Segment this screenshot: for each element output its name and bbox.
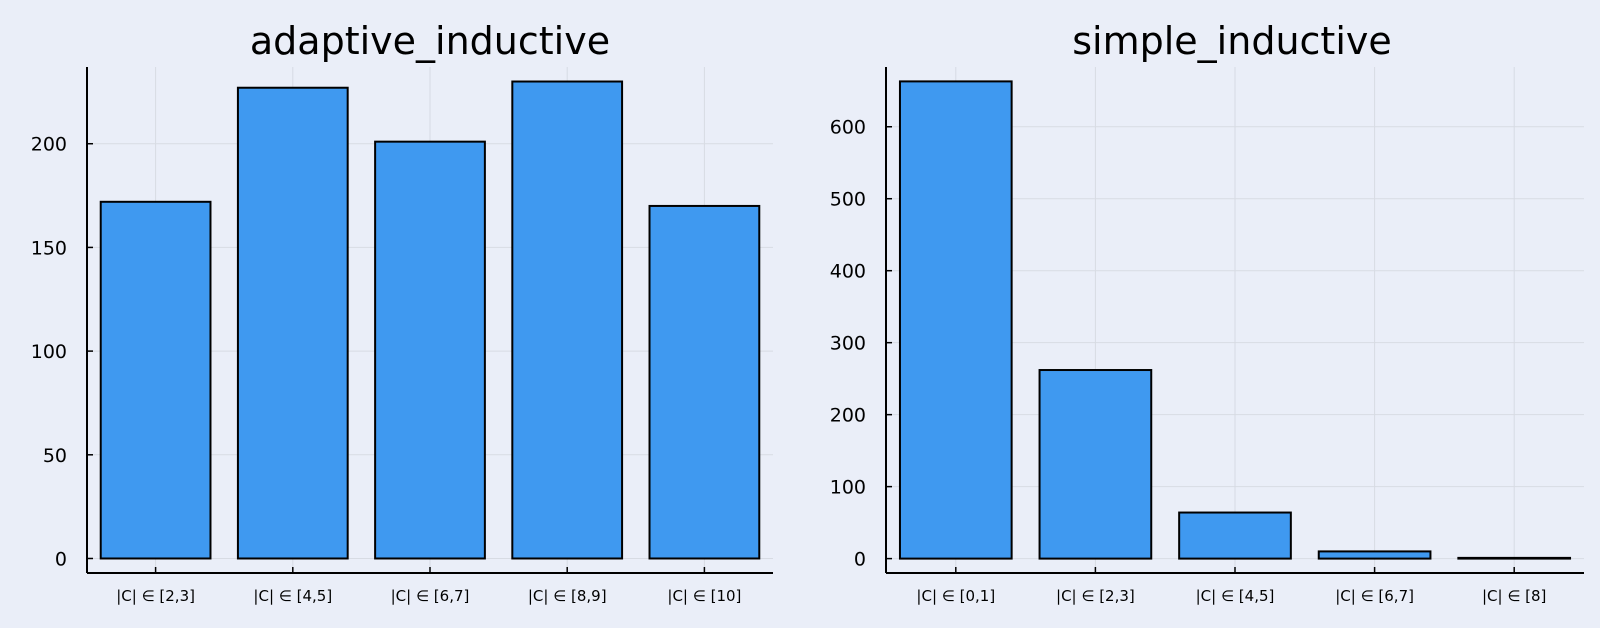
panel-simple-inductive: simple_inductive 0 100 200 300 400 500 600 |C| … [830,19,1584,605]
y-tick-label: 150 [31,237,67,259]
panel-adaptive-inductive: adaptive_inductive 0 50 100 150 200 |C| ∈ [2,… [31,19,773,605]
y-tick-label: 500 [830,189,866,211]
bar [1457,556,1572,560]
bar [1178,511,1292,560]
y-tick-label: 400 [830,261,866,283]
y-tick-label: 300 [830,333,866,355]
y-tick-label: 200 [830,405,866,427]
x-tick-label: |C| ∈ [4,5] [253,587,332,605]
y-tick-label: 100 [31,341,67,363]
bar [236,86,349,560]
bar [648,204,761,560]
x-tick-label: |C| ∈ [6,7] [391,587,470,605]
y-tick-label: 100 [830,477,866,499]
x-tick-label: |C| ∈ [0,1] [916,587,995,605]
bar [374,140,486,560]
y-tick-label: 50 [43,445,67,467]
y-tick-label: 600 [830,117,866,139]
y-tick-label: 200 [31,134,67,156]
x-tick-label: |C| ∈ [2,3] [1056,587,1135,605]
y-tick-label: 0 [55,548,67,570]
chart-title: adaptive_inductive [250,19,610,63]
chart-title: simple_inductive [1072,19,1392,63]
x-tick-label: |C| ∈ [4,5] [1196,587,1275,605]
x-tick-label: |C| ∈ [8,9] [528,587,607,605]
bar [1317,550,1432,560]
bar [1038,369,1153,560]
x-tick-label: |C| ∈ [2,3] [116,587,195,605]
x-tick-label: |C| ∈ [6,7] [1335,587,1414,605]
bar [99,200,212,560]
x-tick-label: |C| ∈ [10] [667,587,741,605]
bar [511,80,624,560]
bar [898,80,1013,560]
x-tick-label: |C| ∈ [8] [1482,587,1546,605]
y-tick-label: 0 [854,549,866,571]
